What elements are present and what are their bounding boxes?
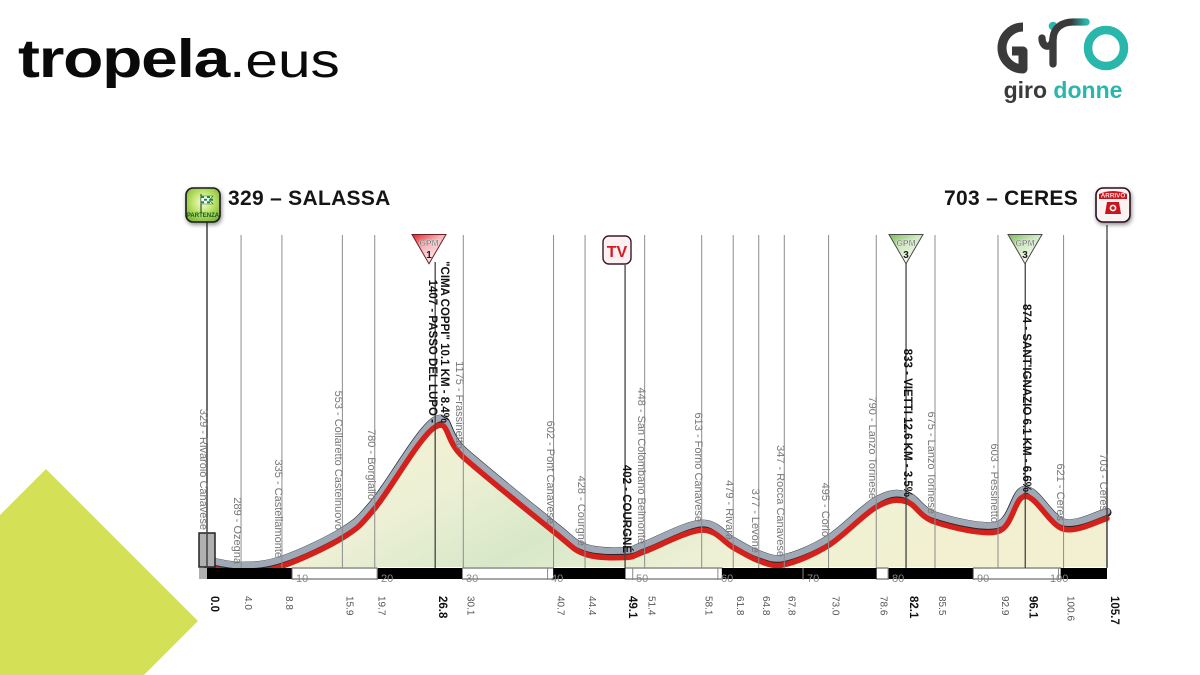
svg-text:30.1: 30.1 xyxy=(464,596,475,616)
svg-text:58.1: 58.1 xyxy=(703,596,714,616)
svg-text:85.5: 85.5 xyxy=(936,596,947,616)
svg-text:402 - COURGNÉ: 402 - COURGNÉ xyxy=(620,465,633,554)
svg-text:335 - Castellamonte: 335 - Castellamonte xyxy=(272,460,284,558)
svg-text:780 - Borgiallo: 780 - Borgiallo xyxy=(365,429,377,500)
svg-text:495 - Corio: 495 - Corio xyxy=(819,483,831,537)
svg-text:874 - SANT'IGNAZIO 6.1 KM - 6.: 874 - SANT'IGNAZIO 6.1 KM - 6.6% xyxy=(1020,304,1032,492)
svg-text:70: 70 xyxy=(807,573,819,585)
svg-text:15.9: 15.9 xyxy=(343,596,354,616)
svg-text:50: 50 xyxy=(636,573,648,585)
svg-text:8.8: 8.8 xyxy=(283,596,294,610)
svg-text:289 - Ozegna: 289 - Ozegna xyxy=(231,497,243,565)
svg-text:30: 30 xyxy=(466,573,478,585)
svg-text:51.4: 51.4 xyxy=(646,596,657,616)
svg-text:10: 10 xyxy=(296,573,308,585)
svg-text:64.8: 64.8 xyxy=(760,596,771,616)
svg-text:0.0: 0.0 xyxy=(208,596,220,612)
svg-text:621 - Ceres: 621 - Ceres xyxy=(1054,464,1066,522)
svg-text:PARTENZA: PARTENZA xyxy=(187,213,220,219)
svg-text:61.8: 61.8 xyxy=(734,596,745,616)
svg-text:613 - Forno Canavese: 613 - Forno Canavese xyxy=(692,413,704,522)
svg-text:675 - Lanzo Torinese: 675 - Lanzo Torinese xyxy=(925,411,937,514)
svg-text:78.6: 78.6 xyxy=(877,596,888,616)
svg-text:90: 90 xyxy=(977,573,989,585)
svg-text:1407 - PASSO DEL LUPO -: 1407 - PASSO DEL LUPO - xyxy=(426,280,438,424)
svg-text:329 - Rivarolo Canavese: 329 - Rivarolo Canavese xyxy=(197,409,209,530)
svg-text:96.1: 96.1 xyxy=(1026,596,1038,619)
svg-text:49.1: 49.1 xyxy=(626,596,638,619)
svg-text:82.1: 82.1 xyxy=(907,596,919,619)
svg-text:790 - Lanzo Torinese: 790 - Lanzo Torinese xyxy=(866,396,878,499)
svg-text:428 - Courgnè: 428 - Courgnè xyxy=(575,476,587,546)
svg-text:92.9: 92.9 xyxy=(999,596,1010,616)
svg-text:347 - Rocca Canavese: 347 - Rocca Canavese xyxy=(774,445,786,557)
svg-text:80: 80 xyxy=(892,573,904,585)
svg-text:602 - Pont Canavese: 602 - Pont Canavese xyxy=(544,421,556,524)
svg-text:100: 100 xyxy=(1050,573,1068,585)
svg-text:703 - Ceres: 703 - Ceres xyxy=(1097,454,1109,512)
svg-text:"CIMA COPPI" 10.1 KM - 8.4%: "CIMA COPPI" 10.1 KM - 8.4% xyxy=(438,261,450,423)
svg-text:603 - Pessinetto: 603 - Pessinetto xyxy=(988,444,1000,524)
svg-text:100.6: 100.6 xyxy=(1065,596,1076,621)
svg-text:40.7: 40.7 xyxy=(555,596,566,616)
svg-text:44.4: 44.4 xyxy=(586,596,597,616)
svg-text:73.0: 73.0 xyxy=(830,596,841,616)
svg-text:105.7: 105.7 xyxy=(1108,596,1120,625)
svg-text:ARRIVO: ARRIVO xyxy=(1101,193,1126,200)
svg-text:20: 20 xyxy=(381,573,393,585)
svg-text:833 - VIETTI 12.6 KM - 3.5%: 833 - VIETTI 12.6 KM - 3.5% xyxy=(901,349,913,497)
svg-text:19.7: 19.7 xyxy=(376,596,387,616)
svg-text:4.0: 4.0 xyxy=(242,596,253,610)
svg-text:479 - Rivara: 479 - Rivara xyxy=(723,480,735,541)
svg-text:448 - San Colombano Belmonte: 448 - San Colombano Belmonte xyxy=(635,387,647,544)
svg-text:67.8: 67.8 xyxy=(785,596,796,616)
svg-text:377 - Levone: 377 - Levone xyxy=(749,489,761,553)
svg-text:1175 - Frassinetto: 1175 - Frassinetto xyxy=(453,361,465,449)
svg-text:26.8: 26.8 xyxy=(436,596,448,619)
svg-text:553 - Collaretto Castelnuovo: 553 - Collaretto Castelnuovo xyxy=(332,391,344,530)
svg-text:60: 60 xyxy=(721,573,733,585)
svg-text:40: 40 xyxy=(551,573,563,585)
